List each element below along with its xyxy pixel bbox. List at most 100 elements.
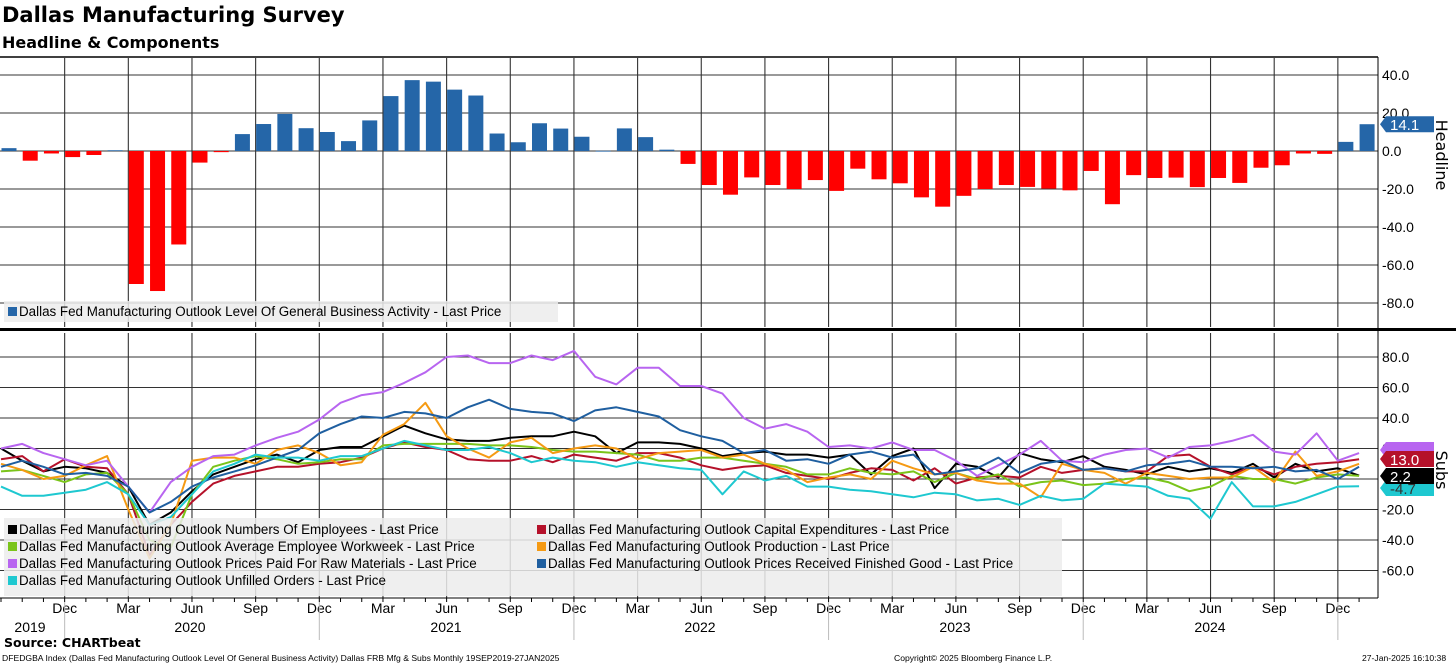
headline-bar xyxy=(447,89,463,151)
headline-bar xyxy=(277,113,293,151)
headline-bar xyxy=(425,81,441,151)
y-tick-label: -40.0 xyxy=(1382,532,1414,548)
x-month-label: Sep xyxy=(243,600,268,616)
headline-bar xyxy=(956,151,972,196)
x-year-label: 2022 xyxy=(684,619,715,635)
label-box xyxy=(1380,116,1434,133)
legend-label: Dallas Fed Manufacturing Outlook Product… xyxy=(548,539,890,554)
legend-swatch xyxy=(537,525,546,534)
headline-bar xyxy=(786,151,802,189)
headline-bar xyxy=(1211,151,1227,178)
x-month-label: Sep xyxy=(1262,600,1287,616)
y-tick-label: 80.0 xyxy=(1382,349,1409,365)
legend-swatch xyxy=(537,559,546,568)
x-year-label: 2020 xyxy=(174,619,205,635)
headline-bar xyxy=(1232,151,1248,183)
headline-bar xyxy=(1147,151,1163,178)
series-line xyxy=(0,401,1360,560)
series-line xyxy=(0,439,1360,526)
series-line xyxy=(0,442,1360,549)
headline-bar xyxy=(1253,151,1269,168)
legend-item: Dallas Fed Manufacturing Outlook Numbers… xyxy=(8,521,439,538)
headline-bar xyxy=(1062,151,1078,191)
legend-item: Dallas Fed Manufacturing Outlook Average… xyxy=(8,538,475,555)
x-month-label: Sep xyxy=(752,600,777,616)
headline-bar xyxy=(1274,151,1290,166)
legend-swatch xyxy=(8,307,17,316)
legend-item: Dallas Fed Manufacturing Outlook Product… xyxy=(537,538,890,555)
headline-bar xyxy=(1317,151,1333,154)
legend-label: Dallas Fed Manufacturing Outlook Average… xyxy=(19,539,475,554)
series-line xyxy=(0,349,1360,514)
headline-bar xyxy=(1,148,17,151)
headline-bar xyxy=(192,151,208,163)
headline-bar xyxy=(1189,151,1205,188)
headline-bar xyxy=(213,151,229,153)
headline-bar xyxy=(850,151,866,169)
headline-bar xyxy=(595,150,611,152)
headline-bar xyxy=(489,133,505,151)
source-note: Source: CHARTbeat xyxy=(4,635,141,650)
x-month-label: Jun xyxy=(435,600,458,616)
y-tick-label: 40.0 xyxy=(1382,410,1409,426)
headline-bar xyxy=(892,151,908,184)
legend-swatch xyxy=(8,576,17,585)
y-tick-label: -20.0 xyxy=(1382,181,1414,197)
headline-bar xyxy=(871,151,887,180)
legend-item: Dallas Fed Manufacturing Outlook Unfille… xyxy=(8,572,386,589)
headline-bar xyxy=(128,151,144,284)
x-year-label: 2021 xyxy=(430,619,461,635)
x-month-label: Mar xyxy=(1135,600,1159,616)
headline-bar xyxy=(935,151,951,207)
last-value-label: 2.2 xyxy=(1380,468,1434,486)
headline-bar xyxy=(1126,151,1142,176)
headline-bar xyxy=(638,137,654,151)
chart-subtitle: Headline & Components xyxy=(2,33,220,52)
headline-bar xyxy=(341,141,357,151)
headline-axis-title: Headline xyxy=(1432,120,1451,191)
headline-bar xyxy=(977,151,993,189)
headline-bar xyxy=(744,151,760,178)
headline-bar xyxy=(1295,151,1311,154)
headline-bar xyxy=(765,151,781,186)
headline-bar xyxy=(659,149,675,151)
x-month-label: Jun xyxy=(945,600,968,616)
x-year-label: 2024 xyxy=(1194,619,1225,635)
headline-bar xyxy=(722,151,738,195)
headline-bar xyxy=(1020,151,1036,187)
legend-item: Dallas Fed Manufacturing Outlook Level O… xyxy=(8,303,501,320)
legend-label: Dallas Fed Manufacturing Outlook Capital… xyxy=(548,522,950,537)
footer-timestamp: 27-Jan-2025 16:10:38 xyxy=(1362,653,1447,663)
x-month-label: Sep xyxy=(1007,600,1032,616)
x-year-label: 2023 xyxy=(939,619,970,635)
headline-bar xyxy=(998,151,1014,186)
headline-bar xyxy=(298,128,314,151)
footer-info: DFEDGBA Index (Dallas Fed Manufacturing … xyxy=(2,653,560,663)
headline-bar xyxy=(701,151,717,186)
label-text: 2.2 xyxy=(1390,469,1411,486)
legend-label: Dallas Fed Manufacturing Outlook Level O… xyxy=(19,304,502,319)
x-month-label: Mar xyxy=(626,600,650,616)
x-month-label: Mar xyxy=(880,600,904,616)
x-month-label: Jun xyxy=(1199,600,1222,616)
headline-bar xyxy=(43,151,59,154)
y-tick-label: -60.0 xyxy=(1382,257,1414,273)
series-line xyxy=(0,398,1360,514)
y-tick-label: -80.0 xyxy=(1382,295,1414,311)
headline-bar xyxy=(362,120,378,151)
subs-legend: Dallas Fed Manufacturing Outlook Numbers… xyxy=(4,518,1062,596)
legend-swatch xyxy=(8,559,17,568)
x-month-label: Mar xyxy=(371,600,395,616)
y-tick-label: 60.0 xyxy=(1382,380,1409,396)
headline-legend: Dallas Fed Manufacturing Outlook Level O… xyxy=(4,301,558,322)
headline-bar xyxy=(1359,124,1375,151)
last-value-label: 13.0 xyxy=(1380,451,1434,469)
headline-bar xyxy=(829,151,845,191)
x-year-label: 2019 xyxy=(14,619,45,635)
legend-swatch xyxy=(8,542,17,551)
headline-bar xyxy=(1338,141,1354,151)
headline-bar xyxy=(532,123,547,151)
headline-bar xyxy=(150,151,166,292)
legend-label: Dallas Fed Manufacturing Outlook Unfille… xyxy=(19,573,386,588)
headline-bars xyxy=(1,80,1375,292)
